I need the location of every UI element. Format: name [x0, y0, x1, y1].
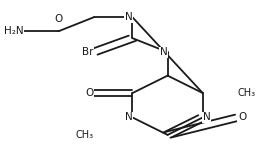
- Text: N: N: [160, 47, 168, 57]
- Text: CH₃: CH₃: [238, 88, 256, 98]
- Text: Br: Br: [82, 47, 94, 57]
- Text: N: N: [125, 112, 132, 122]
- Text: H₂N: H₂N: [4, 26, 23, 36]
- Text: O: O: [54, 14, 63, 24]
- Text: N: N: [203, 112, 211, 122]
- Text: N: N: [125, 12, 132, 22]
- Text: CH₃: CH₃: [76, 130, 94, 140]
- Text: O: O: [238, 112, 246, 122]
- Text: O: O: [85, 88, 94, 98]
